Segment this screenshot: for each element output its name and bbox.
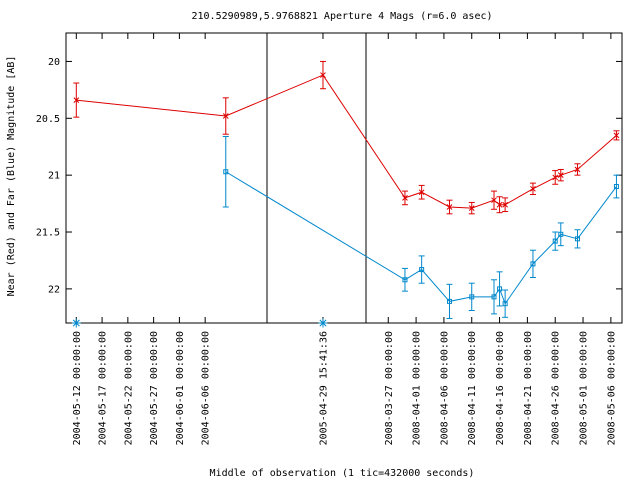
plot-frame xyxy=(65,32,623,324)
series-line xyxy=(76,74,617,209)
data-point xyxy=(418,189,425,196)
x-tick-label: 2004-06-01 00:00:00 xyxy=(175,331,186,445)
data-point xyxy=(502,301,508,307)
data-point xyxy=(419,267,425,273)
y-tick-label: 21.5 xyxy=(36,228,60,239)
data-point xyxy=(320,72,326,78)
x-axis-label: Middle of observation (1 tic=432000 seco… xyxy=(210,468,475,479)
axis-marker xyxy=(71,318,81,328)
data-point xyxy=(613,184,619,190)
data-point xyxy=(446,298,452,304)
data-point xyxy=(223,169,229,175)
y-tick-label: 22 xyxy=(48,284,60,295)
x-tick-label: 2008-04-21 00:00:00 xyxy=(523,331,534,445)
x-tick-label: 2008-05-01 00:00:00 xyxy=(579,331,590,445)
y-tick-label: 20.5 xyxy=(36,114,60,125)
x-tick-label: 2008-04-01 00:00:00 xyxy=(412,331,423,445)
data-point xyxy=(530,185,536,192)
x-tick-label: 2004-05-27 00:00:00 xyxy=(149,331,160,445)
plot-area: 20 20.5 21 21.5 22 2004-05-12 00:00:00 2004-05… xyxy=(36,32,623,445)
axis-marker xyxy=(318,318,328,328)
data-point xyxy=(73,97,80,103)
data-point xyxy=(574,166,581,173)
x-tick-label: 2004-05-12 00:00:00 xyxy=(72,331,83,445)
data-point xyxy=(497,286,503,292)
data-point xyxy=(402,195,408,201)
x-tick-label: 2004-06-06 00:00:00 xyxy=(201,331,212,445)
x-tick-label: 2008-04-11 00:00:00 xyxy=(467,331,478,445)
data-point xyxy=(558,231,564,237)
y-tick-label: 21 xyxy=(48,171,60,182)
data-point xyxy=(446,204,453,210)
x-tick-label: 2004-05-22 00:00:00 xyxy=(123,331,134,445)
data-point xyxy=(530,261,536,267)
chart-title: 210.5290989,5.9768821 Aperture 4 Mags (r… xyxy=(191,11,492,22)
x-tick-label: 2004-05-17 00:00:00 xyxy=(98,331,109,445)
data-point xyxy=(402,277,408,283)
data-point xyxy=(491,197,497,204)
data-point xyxy=(552,238,558,244)
data-point xyxy=(574,236,580,242)
x-tick-label: 2008-04-26 00:00:00 xyxy=(551,331,562,445)
y-axis-label: Near (Red) and Far (Blue) Magnitude [AB] xyxy=(6,56,17,297)
data-point xyxy=(552,174,559,181)
data-point xyxy=(502,201,508,208)
data-point xyxy=(557,172,564,179)
x-tick-label: 2008-03-27 00:00:00 xyxy=(384,331,395,445)
data-point xyxy=(222,113,229,119)
data-point xyxy=(491,294,497,300)
data-point xyxy=(468,205,475,211)
x-tick-label: 2008-05-06 00:00:00 xyxy=(606,331,617,445)
x-tick-label: 2005-04-29 15:41:36 xyxy=(318,331,329,445)
data-point xyxy=(469,294,475,300)
y-tick-label: 20 xyxy=(48,57,60,68)
data-point xyxy=(496,201,503,208)
x-tick-label: 2008-04-16 00:00:00 xyxy=(495,331,506,445)
x-tick-label: 2008-04-06 00:00:00 xyxy=(439,331,450,445)
data-point xyxy=(613,132,620,139)
